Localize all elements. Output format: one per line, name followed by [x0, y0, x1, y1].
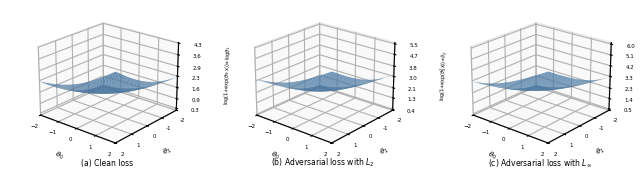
Y-axis label: $\theta_1$: $\theta_1$	[161, 144, 174, 158]
Title: (c) Adversarial loss with $L_\infty$: (c) Adversarial loss with $L_\infty$	[488, 157, 591, 169]
Y-axis label: $\theta_1$: $\theta_1$	[378, 144, 390, 158]
X-axis label: $\theta_0$: $\theta_0$	[53, 149, 65, 162]
X-axis label: $\theta_0$: $\theta_0$	[486, 149, 498, 162]
X-axis label: $\theta_0$: $\theta_0$	[269, 149, 282, 162]
Title: (b) Adversarial loss with $L_2$: (b) Adversarial loss with $L_2$	[271, 157, 375, 169]
Title: (a) Clean loss: (a) Clean loss	[81, 159, 133, 168]
Y-axis label: $\theta_1$: $\theta_1$	[594, 144, 607, 158]
